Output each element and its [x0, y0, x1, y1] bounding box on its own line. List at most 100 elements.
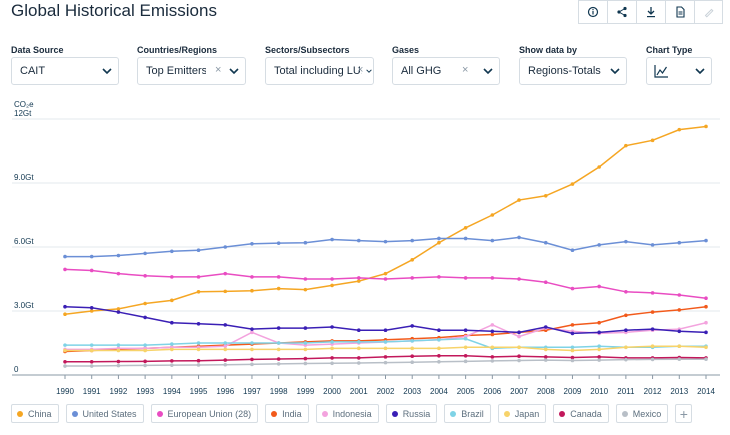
data-point-russia[interactable] — [383, 328, 388, 333]
data-point-china[interactable] — [143, 301, 147, 306]
data-point-china[interactable] — [597, 165, 601, 169]
series-european-union-28[interactable] — [63, 267, 708, 301]
data-point-india[interactable] — [597, 320, 601, 325]
data-point-mexico[interactable] — [63, 364, 67, 368]
data-point-united-states[interactable] — [143, 251, 147, 256]
data-point-russia[interactable] — [330, 325, 334, 329]
data-point-india[interactable] — [704, 304, 708, 309]
data-point-china[interactable] — [276, 286, 281, 291]
data-point-china[interactable] — [463, 226, 468, 230]
data-point-brazil[interactable] — [63, 343, 67, 347]
series-united-states[interactable] — [63, 235, 708, 259]
data-point-european-union-28[interactable] — [677, 293, 682, 297]
data-point-european-union-28[interactable] — [63, 267, 67, 272]
data-point-china[interactable] — [383, 271, 388, 276]
data-point-mexico[interactable] — [650, 357, 655, 362]
edit-button[interactable] — [694, 0, 723, 24]
data-point-japan[interactable] — [704, 345, 708, 350]
data-point-united-states[interactable] — [624, 239, 628, 244]
data-point-brazil[interactable] — [196, 341, 201, 345]
data-point-mexico[interactable] — [490, 359, 495, 363]
data-point-china[interactable] — [677, 127, 682, 132]
data-point-china[interactable] — [63, 312, 67, 317]
data-point-canada[interactable] — [196, 358, 201, 363]
data-point-united-states[interactable] — [383, 239, 388, 244]
data-point-japan[interactable] — [437, 346, 441, 351]
data-point-japan[interactable] — [303, 347, 308, 352]
data-point-united-states[interactable] — [330, 237, 334, 242]
data-point-european-union-28[interactable] — [597, 284, 601, 289]
data-point-japan[interactable] — [196, 347, 201, 352]
data-point-european-union-28[interactable] — [437, 275, 441, 279]
data-point-china[interactable] — [196, 290, 201, 294]
data-point-china[interactable] — [303, 287, 308, 292]
share-button[interactable] — [607, 0, 636, 24]
series-china[interactable] — [63, 124, 708, 317]
data-point-united-states[interactable] — [490, 238, 495, 243]
data-point-indonesia[interactable] — [250, 330, 254, 335]
data-point-china[interactable] — [490, 213, 495, 217]
download-button[interactable] — [636, 0, 665, 24]
data-point-china[interactable] — [570, 182, 575, 186]
data-point-russia[interactable] — [170, 320, 174, 325]
legend-item-indonesia[interactable]: Indonesia — [315, 404, 379, 423]
data-point-brazil[interactable] — [463, 336, 468, 341]
data-point-european-union-28[interactable] — [410, 276, 415, 280]
data-point-russia[interactable] — [89, 306, 94, 310]
series-canada[interactable] — [63, 354, 708, 364]
data-point-japan[interactable] — [490, 345, 495, 350]
data-point-european-union-28[interactable] — [517, 277, 521, 281]
data-point-russia[interactable] — [276, 326, 281, 330]
data-point-mexico[interactable] — [597, 358, 601, 362]
data-point-united-states[interactable] — [704, 238, 708, 243]
sectors-select[interactable]: Total including LU... × — [265, 57, 374, 85]
data-point-russia[interactable] — [517, 330, 521, 335]
data-point-japan[interactable] — [170, 347, 174, 352]
data-point-canada[interactable] — [116, 359, 121, 364]
data-point-united-states[interactable] — [170, 249, 174, 254]
data-point-european-union-28[interactable] — [704, 296, 708, 301]
data-point-canada[interactable] — [597, 355, 601, 359]
data-point-mexico[interactable] — [463, 359, 468, 364]
data-point-mexico[interactable] — [276, 362, 281, 366]
data-point-japan[interactable] — [570, 348, 575, 353]
data-point-brazil[interactable] — [330, 340, 334, 344]
data-point-russia[interactable] — [650, 327, 655, 331]
data-point-china[interactable] — [517, 198, 521, 202]
data-point-russia[interactable] — [543, 325, 548, 329]
data-point-indonesia[interactable] — [704, 320, 708, 325]
data-point-russia[interactable] — [490, 329, 495, 334]
data-point-european-union-28[interactable] — [490, 276, 495, 280]
data-point-japan[interactable] — [116, 348, 121, 353]
info-button[interactable] — [578, 0, 607, 24]
legend-item-mexico[interactable]: Mexico — [615, 404, 669, 423]
data-point-japan[interactable] — [383, 346, 388, 351]
countries-clear-icon[interactable]: × — [215, 64, 222, 76]
chart-type-select[interactable] — [646, 57, 712, 85]
data-point-united-states[interactable] — [89, 254, 94, 259]
data-point-european-union-28[interactable] — [463, 276, 468, 280]
legend-item-brazil[interactable]: Brazil — [444, 404, 491, 423]
data-point-china[interactable] — [543, 194, 548, 198]
data-point-united-states[interactable] — [543, 240, 548, 245]
data-point-russia[interactable] — [223, 323, 228, 327]
data-point-china[interactable] — [624, 143, 628, 148]
data-point-european-union-28[interactable] — [330, 277, 334, 281]
data-point-indonesia[interactable] — [517, 334, 521, 339]
data-point-united-states[interactable] — [250, 242, 254, 246]
data-point-canada[interactable] — [463, 354, 468, 358]
data-point-japan[interactable] — [410, 346, 415, 351]
data-point-canada[interactable] — [543, 355, 548, 359]
data-point-india[interactable] — [490, 332, 495, 337]
data-point-canada[interactable] — [330, 356, 334, 360]
data-point-china[interactable] — [116, 307, 121, 311]
data-point-brazil[interactable] — [410, 339, 415, 343]
data-point-japan[interactable] — [250, 347, 254, 352]
show-data-by-select[interactable]: Regions-Totals — [519, 57, 627, 85]
data-point-indonesia[interactable] — [490, 323, 495, 327]
data-point-china[interactable] — [437, 240, 441, 245]
data-point-united-states[interactable] — [410, 238, 415, 243]
data-point-japan[interactable] — [276, 347, 281, 352]
data-point-mexico[interactable] — [196, 363, 201, 367]
data-point-brazil[interactable] — [89, 343, 94, 347]
